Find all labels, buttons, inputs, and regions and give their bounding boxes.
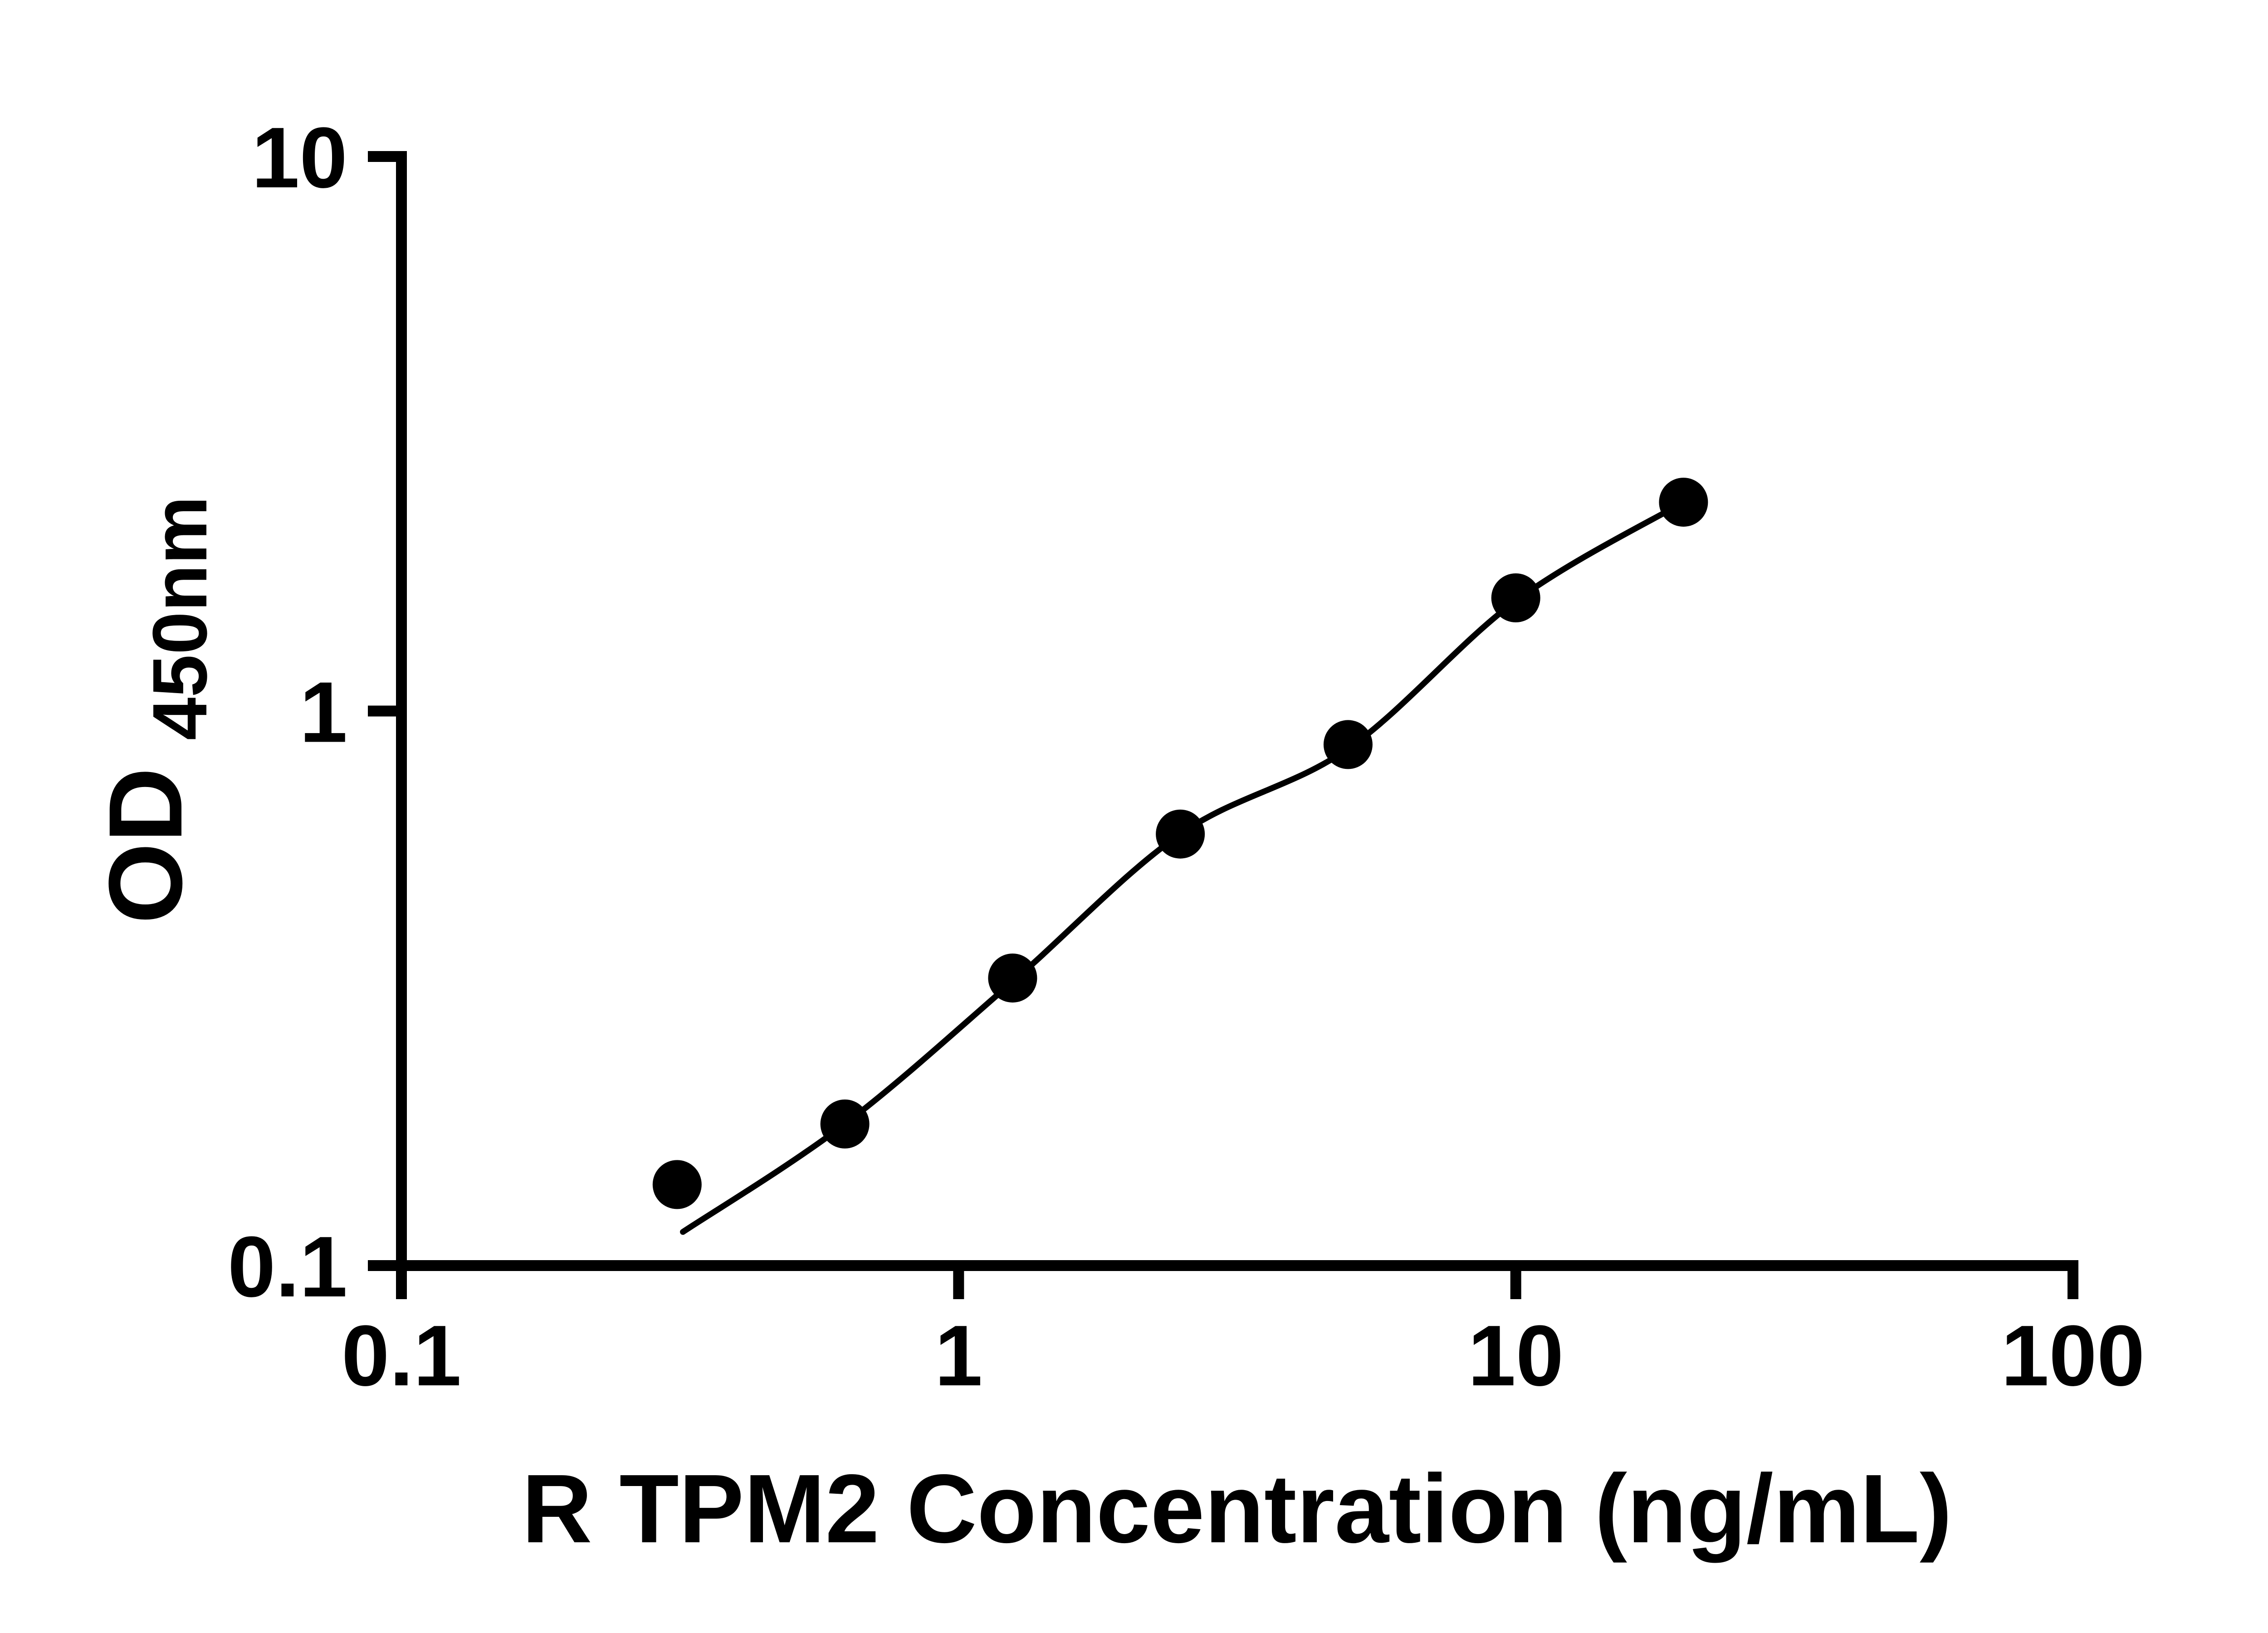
y-axis-title: OD 450nm — [87, 496, 223, 924]
y-tick-label-10: 10 — [252, 110, 347, 206]
data-point — [820, 1099, 870, 1149]
data-point — [1323, 720, 1373, 769]
x-tick-label-10: 10 — [1468, 1308, 1564, 1404]
data-point — [1156, 809, 1205, 859]
y-tick-label-0.1: 0.1 — [228, 1219, 347, 1315]
y-tick-label-1: 1 — [299, 665, 347, 761]
x-tick-label-100: 100 — [2001, 1308, 2145, 1404]
y-axis-title-main: OD — [87, 768, 204, 924]
y-axis-title-subscript: 450nm — [137, 496, 223, 740]
data-point — [1659, 478, 1708, 527]
x-tick-label-0.1: 0.1 — [342, 1308, 461, 1404]
data-point — [1491, 573, 1540, 622]
data-point — [988, 953, 1037, 1003]
x-axis-title: R TPM2 Concentration (ng/mL) — [522, 1454, 1952, 1563]
x-tick-label-1: 1 — [934, 1308, 982, 1404]
plot-layer: 0.1 1 10 0.1 1 10 100 — [228, 110, 2145, 1404]
data-point — [652, 1160, 702, 1209]
